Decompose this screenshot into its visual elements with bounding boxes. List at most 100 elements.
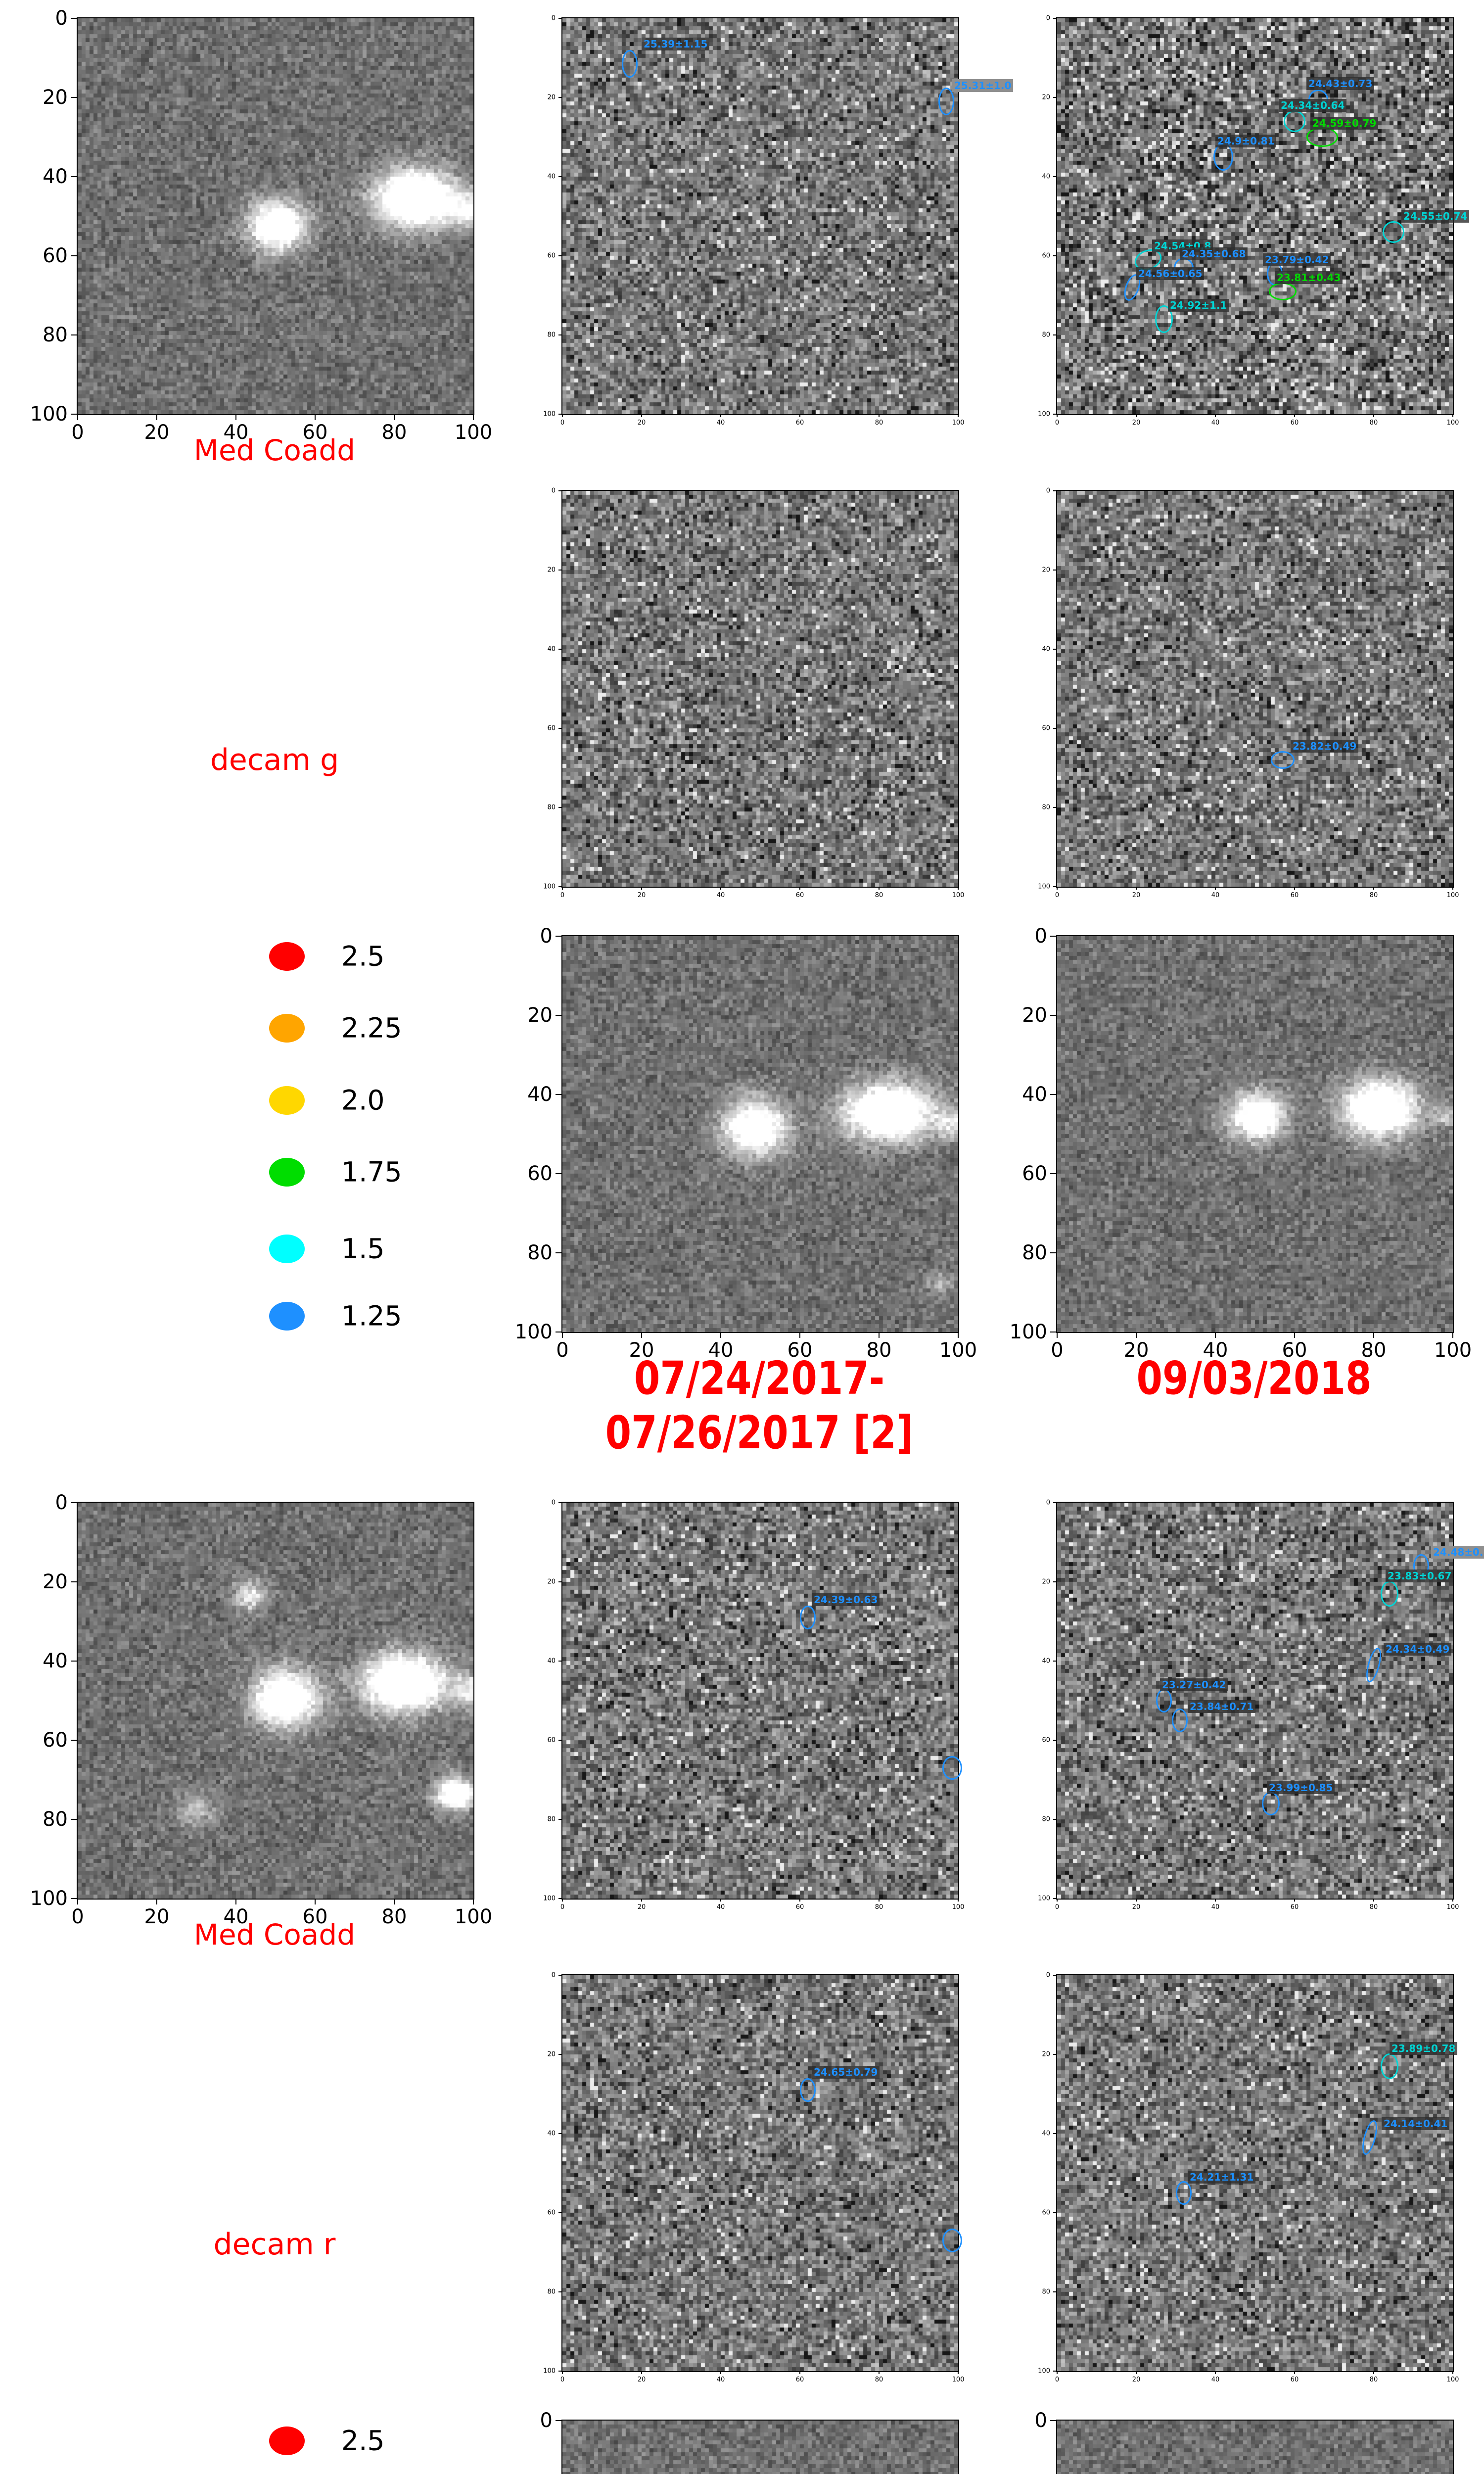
axis-tick xyxy=(1215,887,1216,890)
cutout-image xyxy=(78,18,473,414)
axis-tick xyxy=(558,176,561,177)
axis-tick xyxy=(558,570,561,571)
axis-tick-label: 100 xyxy=(1038,410,1050,418)
axis-tick-label: 0 xyxy=(1051,1339,1064,1362)
axis-tick xyxy=(1053,490,1056,491)
axis-tick xyxy=(1373,1899,1374,1902)
axis-tick-label: 60 xyxy=(795,1903,804,1911)
axis-tick xyxy=(156,414,157,420)
axis-tick xyxy=(1050,1094,1056,1095)
axis-tick-label: 100 xyxy=(1434,1339,1472,1362)
axis-tick xyxy=(799,887,800,890)
axis-tick-label: 60 xyxy=(1290,892,1299,899)
axis-tick-label: 20 xyxy=(1042,94,1050,101)
axis-tick-label: 40 xyxy=(716,892,725,899)
legend-marker xyxy=(269,2426,305,2455)
axis-tick-label: 0 xyxy=(1046,1499,1050,1507)
r-r2-c2: 0 0 20 20 40 40 60 60 80 80 100 100 24.65±0.79 xyxy=(543,1972,964,2383)
axis-tick-label: 60 xyxy=(787,1339,813,1362)
axis-tick-label: 20 xyxy=(1132,419,1141,427)
axis-tick-label: 60 xyxy=(1290,419,1299,427)
axis-tick xyxy=(71,1819,77,1820)
axis-tick-label: 80 xyxy=(43,324,68,346)
legend-value: 1.5 xyxy=(341,1233,385,1265)
axis-tick-label: 20 xyxy=(43,1570,68,1593)
axis-tick xyxy=(1053,1502,1056,1503)
axis-tick-label: 40 xyxy=(1042,645,1050,653)
axis-tick-label: 40 xyxy=(527,1083,553,1106)
axis-tick-label: 20 xyxy=(43,86,68,109)
axis-tick xyxy=(958,887,959,890)
detection-ellipse xyxy=(1381,1581,1398,1607)
axis-tick-label: 0 xyxy=(551,14,556,22)
axis-tick xyxy=(473,414,474,420)
axis-tick xyxy=(720,1332,721,1338)
r-r1-c3: 0 0 20 20 40 40 60 60 80 80 100 100 24.48±0.53 23.83±… xyxy=(1038,1500,1484,1910)
axis-tick-label: 0 xyxy=(1046,1971,1050,1979)
magnitude-label: 24.92±1.1 xyxy=(1168,299,1229,312)
axis-tick xyxy=(558,1581,561,1582)
axis-tick-label: 40 xyxy=(43,165,68,188)
axis-tick-label: 60 xyxy=(547,252,556,260)
date-label: 09/03/2018 xyxy=(1136,1352,1372,1405)
axis-tick xyxy=(71,414,77,415)
cutout-image xyxy=(562,491,958,887)
axis-tick-label: 60 xyxy=(795,419,804,427)
axis-tick-label: 20 xyxy=(547,1578,556,1586)
axis-tick xyxy=(1053,176,1056,177)
axis-tick xyxy=(958,414,959,417)
axis-tick-label: 20 xyxy=(629,1339,654,1362)
axis-tick xyxy=(1294,414,1295,417)
axis-tick-label: 0 xyxy=(1046,14,1050,22)
axis-tick xyxy=(558,728,561,729)
axis-tick-label: 60 xyxy=(43,244,68,267)
axis-tick xyxy=(1136,887,1137,890)
axis-tick-label: 0 xyxy=(540,925,553,948)
magnitude-label: 23.83±0.67 xyxy=(1386,1570,1454,1582)
axis-tick-label: 20 xyxy=(1132,892,1141,899)
g-r1-c1: 0 0 20 20 40 40 60 60 80 80 100 100 xyxy=(30,8,493,442)
axis-tick-label: 40 xyxy=(1042,2130,1050,2138)
axis-tick-label: 40 xyxy=(1211,1903,1220,1911)
g-r2-c2: 0 0 20 20 40 40 60 60 80 80 100 100 xyxy=(543,488,964,899)
cutout-image xyxy=(1057,936,1453,1332)
axis-tick xyxy=(556,936,561,937)
axis-tick-label: 100 xyxy=(952,892,965,899)
axis-tick xyxy=(71,1661,77,1662)
legend-value: 1.25 xyxy=(341,1300,402,1332)
axis-tick xyxy=(1053,255,1056,256)
axis-tick-label: 40 xyxy=(716,419,725,427)
r-r1-c1: 0 0 20 20 40 40 60 60 80 80 100 100 xyxy=(30,1493,493,1927)
axis-tick-label: 0 xyxy=(551,1971,556,1979)
axis-tick-label: 100 xyxy=(952,2376,965,2383)
axis-tick xyxy=(235,414,236,420)
axis-tick xyxy=(556,1094,561,1095)
axis-tick xyxy=(720,414,721,417)
magnitude-label: 24.9±0.81 xyxy=(1215,135,1277,147)
legend-marker xyxy=(269,942,305,971)
axis-tick-label: 40 xyxy=(1211,892,1220,899)
axis-tick-label: 100 xyxy=(1446,2376,1459,2383)
axis-tick xyxy=(1373,1332,1374,1338)
g-r1-c3: 0 0 20 20 40 40 60 60 80 80 100 100 24.43±0.73 24.34±… xyxy=(1038,15,1470,426)
axis-tick xyxy=(1294,1899,1295,1902)
magnitude-label: 23.82±0.49 xyxy=(1291,740,1359,753)
axis-tick-label: 0 xyxy=(560,2376,565,2383)
axis-tick-label: 0 xyxy=(55,7,68,30)
detection-ellipse xyxy=(1172,1709,1188,1732)
axis-tick-label: 60 xyxy=(302,421,328,444)
axis-tick xyxy=(558,649,561,650)
axis-tick xyxy=(1053,570,1056,571)
axis-tick xyxy=(879,887,880,890)
axis-tick-label: 20 xyxy=(547,2050,556,2058)
axis-tick xyxy=(958,1332,959,1338)
axis-tick xyxy=(1053,649,1056,650)
axis-tick xyxy=(71,1898,77,1899)
magnitude-label: 24.65±0.79 xyxy=(812,2066,880,2079)
axis-tick xyxy=(1057,1332,1058,1338)
axis-tick-label: 100 xyxy=(952,1903,965,1911)
axis-tick-label: 20 xyxy=(1042,2050,1050,2058)
g-r2-c3: 0 0 20 20 40 40 60 60 80 80 100 100 23.82±0.49 xyxy=(1038,488,1459,899)
axis-tick xyxy=(1050,936,1056,937)
